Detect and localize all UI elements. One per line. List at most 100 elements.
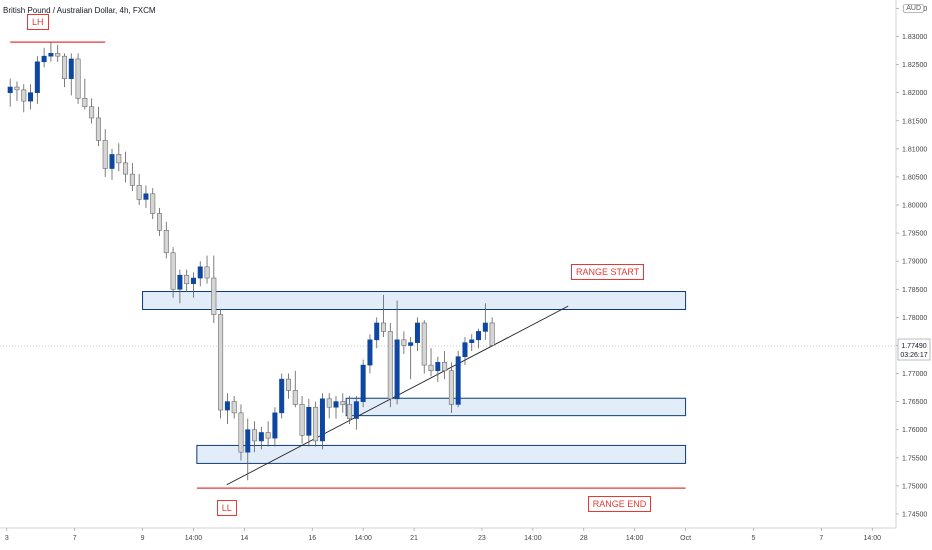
countdown-label: 03:26:17 <box>900 352 927 359</box>
candle <box>21 84 27 113</box>
candle-body <box>381 322 387 332</box>
y-tick-label: 1.81000 <box>902 146 927 153</box>
candle <box>116 143 122 172</box>
candle <box>428 348 434 377</box>
candle-body <box>14 86 20 91</box>
candle <box>353 396 359 430</box>
candle-body <box>476 331 482 341</box>
candle <box>61 53 67 88</box>
candle <box>14 81 20 102</box>
candle <box>143 185 149 208</box>
candle <box>408 337 414 380</box>
candle <box>326 393 332 419</box>
candle <box>68 53 74 96</box>
candle-body <box>170 252 176 290</box>
y-tick-label: 1.74500 <box>902 511 927 518</box>
candle <box>55 44 61 62</box>
candle-body <box>374 322 380 341</box>
candle <box>381 294 387 338</box>
candle <box>204 255 210 284</box>
candle <box>272 407 278 447</box>
candle <box>238 404 244 461</box>
y-tick-label: 1.80000 <box>902 203 927 210</box>
candle-body <box>116 154 122 164</box>
candle <box>41 47 47 68</box>
last-price-label: 1.77490 <box>901 343 926 350</box>
candle-body <box>55 53 61 57</box>
candle-body <box>313 406 319 442</box>
candle <box>190 272 196 298</box>
candle <box>285 373 291 399</box>
candle-body <box>442 361 448 372</box>
candle-body <box>367 339 373 366</box>
y-tick-label: 1.78500 <box>902 287 927 294</box>
x-tick-label: 3 <box>5 535 9 542</box>
candle <box>231 396 237 419</box>
candle <box>258 426 264 450</box>
range-start-label: RANGE START <box>571 264 645 281</box>
candle-body <box>462 342 468 357</box>
zones-layer <box>142 291 687 464</box>
lh-label: LH <box>27 14 49 31</box>
candle-body <box>319 398 325 442</box>
candle <box>394 300 400 405</box>
candle <box>184 269 190 293</box>
candle <box>387 322 393 408</box>
candle <box>360 359 366 408</box>
candles-layer <box>7 42 495 481</box>
low-support-zone <box>196 444 687 464</box>
x-tick-label: 14:00 <box>524 535 542 542</box>
candle <box>333 396 339 419</box>
candle-body <box>421 322 427 366</box>
candle <box>7 78 13 107</box>
x-tick-label: 7 <box>73 535 77 542</box>
x-tick-label: Oct <box>680 535 691 542</box>
candle <box>469 334 475 352</box>
x-tick-label: 14:00 <box>185 535 203 542</box>
candle-body <box>279 378 285 414</box>
candle-body <box>394 339 400 400</box>
candle <box>177 269 183 304</box>
candle <box>313 401 319 447</box>
candle-body <box>7 86 13 93</box>
candle-body <box>129 173 135 186</box>
candle-body <box>299 404 305 436</box>
price-badge <box>897 338 931 361</box>
candle-body <box>197 266 203 279</box>
candle <box>95 106 101 147</box>
candle-body <box>408 342 414 346</box>
x-tick-label: 23 <box>478 535 486 542</box>
candle-body <box>306 406 312 436</box>
candle <box>28 84 34 110</box>
candle-body <box>265 432 271 439</box>
candle-body <box>184 274 190 284</box>
candle-body <box>21 89 27 102</box>
candle <box>401 331 407 354</box>
y-tick-label: 1.79000 <box>902 259 927 266</box>
chart-title: British Pound / Australian Dollar, 4h, F… <box>3 6 156 15</box>
candle <box>265 421 271 447</box>
candle <box>482 303 488 340</box>
candle <box>211 255 217 323</box>
candle-body <box>48 53 54 57</box>
candle <box>435 356 441 382</box>
y-tick-label: 1.75500 <box>902 455 927 462</box>
candle <box>414 317 420 352</box>
candle-body <box>387 331 393 400</box>
x-tick-label: 5 <box>752 535 756 542</box>
candle <box>109 148 115 180</box>
y-tick-label: 1.77000 <box>902 371 927 378</box>
candle-body <box>469 339 475 343</box>
candle <box>102 129 108 177</box>
x-tick-label: 9 <box>141 535 145 542</box>
currency-badge: AUD <box>903 4 924 13</box>
candle <box>218 308 224 419</box>
candle-body <box>34 61 40 93</box>
y-tick-label: 1.76000 <box>902 427 927 434</box>
candle <box>245 418 251 481</box>
candle <box>136 174 142 206</box>
x-tick-label: 14:00 <box>354 535 372 542</box>
candle-body <box>177 274 183 290</box>
